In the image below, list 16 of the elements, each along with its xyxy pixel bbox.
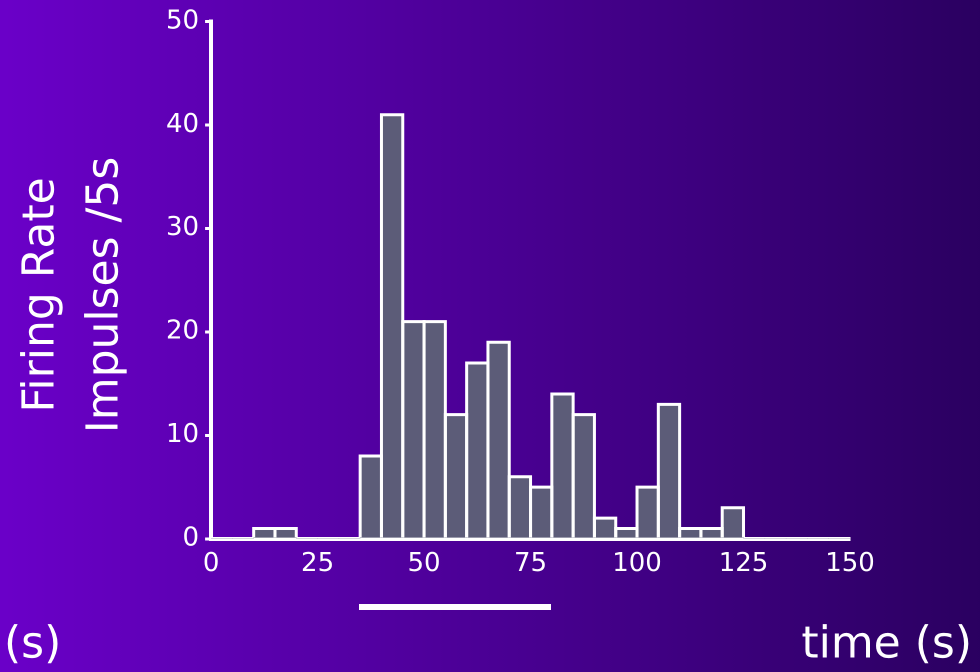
y-tick-label: 50 [166,5,200,36]
y-tick-label: 10 [166,419,200,450]
y-tick-label: 0 [182,522,200,553]
x-tick-label: 25 [301,548,334,578]
x-tick-label: 125 [718,548,768,578]
y-tick-label: 20 [166,316,200,346]
x-tick-label: 150 [825,548,875,578]
x-tick-label: 75 [514,548,548,578]
x-tick-label: 50 [408,548,441,578]
text: (s) [4,617,62,668]
y-tick-label: 40 [166,108,200,139]
y-tick-label: 30 [166,212,200,242]
x-tick-label: 0 [202,548,220,578]
x-axis-title: time (s) [801,617,972,668]
y-axis-title: Firing Rate Impulses /5s [13,156,128,434]
x-tick-label: 100 [612,548,662,578]
